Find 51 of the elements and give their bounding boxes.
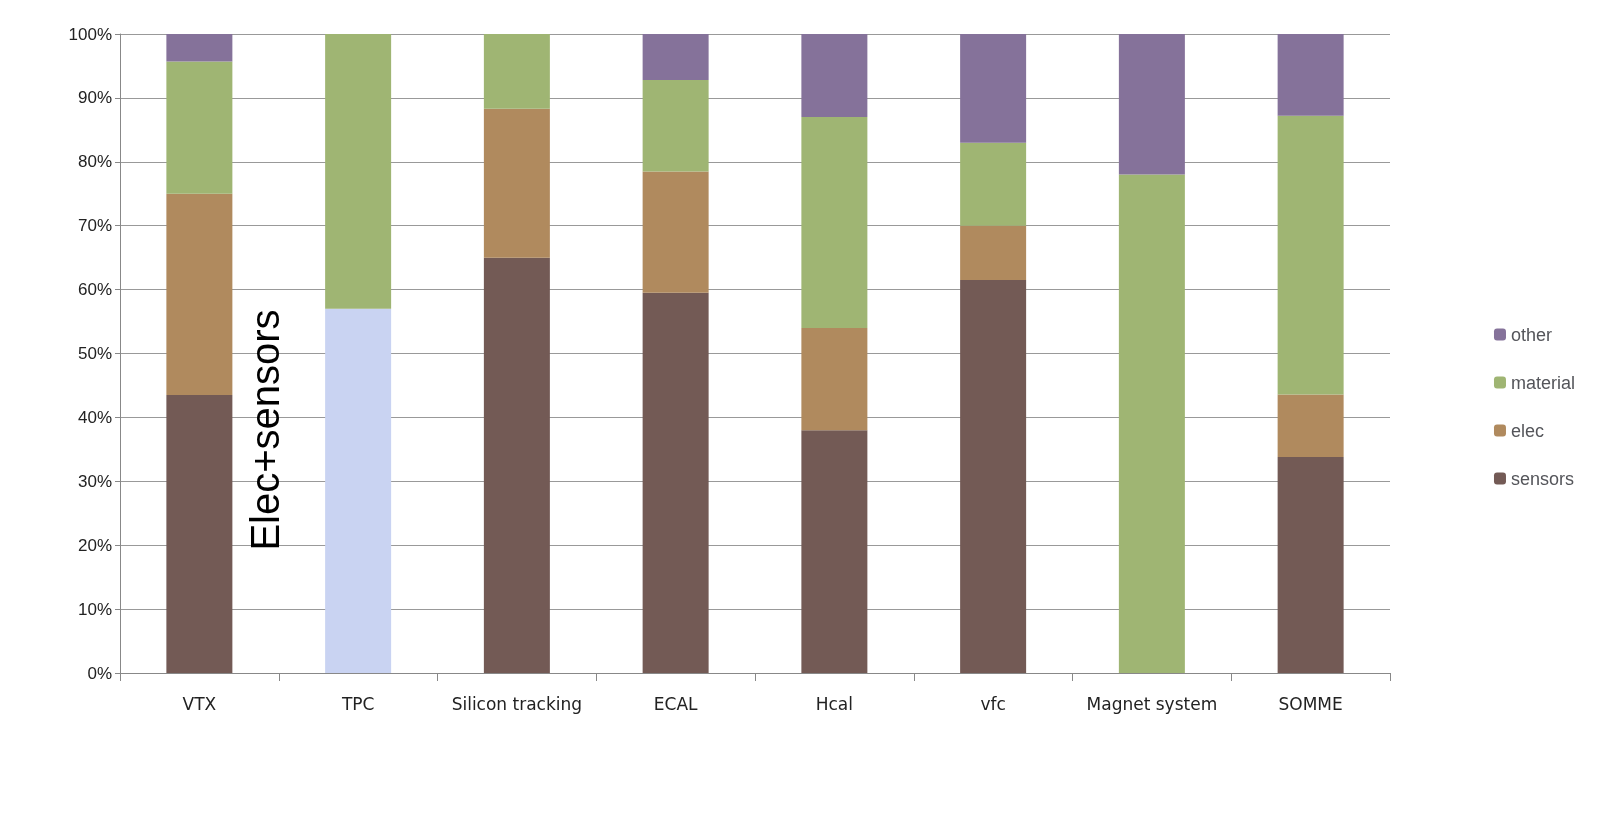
- x-tick-label: Silicon tracking: [451, 693, 583, 714]
- bar: [801, 430, 868, 673]
- bar: [483, 34, 550, 109]
- bar: [642, 171, 709, 293]
- bar: [1277, 115, 1344, 395]
- bar: [960, 142, 1027, 226]
- y-tick-label: 10%: [77, 599, 112, 619]
- x-tick-label: Magnet system: [1086, 693, 1218, 714]
- bar: [166, 395, 233, 673]
- bar: [1277, 457, 1344, 673]
- y-tick-label: 0%: [87, 663, 112, 683]
- legend-label: sensors: [1510, 468, 1575, 489]
- bar: [325, 34, 392, 309]
- y-tick-label: 60%: [77, 280, 112, 300]
- bar: [960, 34, 1027, 143]
- bar: [483, 257, 550, 673]
- bar: [166, 61, 233, 194]
- bar: [960, 280, 1027, 673]
- x-tick-label: vfc: [980, 693, 1006, 714]
- x-tick-label: SOMME: [1278, 693, 1343, 714]
- bar: [801, 34, 868, 118]
- x-tick-label: Hcal: [815, 693, 854, 714]
- bar: [642, 34, 709, 81]
- bar: [166, 34, 233, 62]
- annotation: Elec+sensors: [243, 309, 287, 551]
- legend-label: other: [1510, 324, 1553, 345]
- bar: [483, 108, 550, 258]
- bar: [960, 225, 1027, 281]
- x-tick-label: VTX: [182, 693, 217, 714]
- y-tick-label: 70%: [77, 216, 112, 236]
- bar: [642, 292, 709, 673]
- bar: [325, 308, 392, 673]
- bar: [1118, 34, 1185, 175]
- y-tick-label: 100%: [68, 24, 112, 44]
- legend-label: elec: [1510, 420, 1545, 441]
- x-tick-label: TPC: [340, 693, 375, 714]
- bar: [801, 327, 868, 431]
- x-tick-label: ECAL: [653, 693, 699, 714]
- legend-label: material: [1510, 372, 1576, 393]
- bar: [166, 193, 233, 396]
- bar: [642, 80, 709, 172]
- bar: [801, 117, 868, 328]
- y-tick-label: 80%: [77, 152, 112, 172]
- y-tick-label: 50%: [77, 344, 112, 363]
- y-tick-label: 30%: [77, 471, 112, 491]
- bar: [1118, 174, 1185, 673]
- y-tick-label: 20%: [77, 535, 112, 555]
- bar: [1277, 394, 1344, 458]
- bar: [1277, 34, 1344, 116]
- y-tick-label: 40%: [77, 407, 112, 427]
- y-tick-label: 90%: [77, 88, 112, 108]
